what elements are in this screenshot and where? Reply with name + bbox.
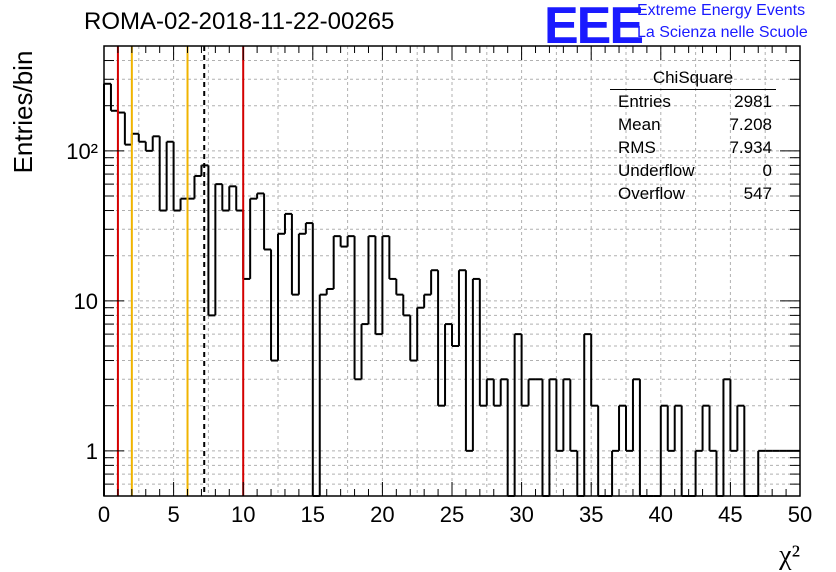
x-tick-label: 15 xyxy=(301,502,325,527)
stats-row-entries: Entries 2981 xyxy=(610,92,776,115)
chart-title: ROMA-02-2018-11-22-00265 xyxy=(84,8,395,35)
stats-label: Entries xyxy=(618,92,671,111)
y-tick-label: 1 xyxy=(86,439,98,464)
logo-line-2: La Scienza nelle Scuole xyxy=(637,24,808,41)
stats-box: ChiSquare Entries 2981 Mean 7.208 RMS 7.… xyxy=(610,68,776,207)
stats-value: 7.208 xyxy=(729,115,772,134)
x-tick-label: 30 xyxy=(509,502,533,527)
stats-value: 2981 xyxy=(734,92,772,111)
x-axis-label: χ² xyxy=(778,540,800,571)
stats-title: ChiSquare xyxy=(610,68,776,90)
x-tick-label: 20 xyxy=(370,502,394,527)
x-tick-label: 40 xyxy=(649,502,673,527)
x-tick-label: 0 xyxy=(98,502,110,527)
stats-label: RMS xyxy=(618,138,656,157)
x-tick-label: 45 xyxy=(718,502,742,527)
logo-line-1: Extreme Energy Events xyxy=(637,2,806,19)
x-tick-label: 50 xyxy=(788,502,812,527)
x-tick-label: 25 xyxy=(440,502,464,527)
stats-value: 547 xyxy=(743,184,772,203)
stats-row-mean: Mean 7.208 xyxy=(610,115,776,138)
y-axis-label: Entries/bin xyxy=(8,51,38,174)
stats-label: Underflow xyxy=(618,161,695,180)
x-tick-label: 35 xyxy=(579,502,603,527)
x-tick-label: 10 xyxy=(231,502,255,527)
stats-value: 0 xyxy=(762,161,772,180)
stats-label: Mean xyxy=(618,115,661,134)
stats-row-rms: RMS 7.934 xyxy=(610,138,776,161)
stats-label: Overflow xyxy=(618,184,686,203)
y-tick-label: 10² xyxy=(66,139,98,164)
stats-row-overflow: Overflow 547 xyxy=(610,184,776,207)
x-tick-label: 5 xyxy=(167,502,179,527)
y-tick-label: 10 xyxy=(74,289,98,314)
stats-row-underflow: Underflow 0 xyxy=(610,161,776,184)
stats-value: 7.934 xyxy=(729,138,772,157)
